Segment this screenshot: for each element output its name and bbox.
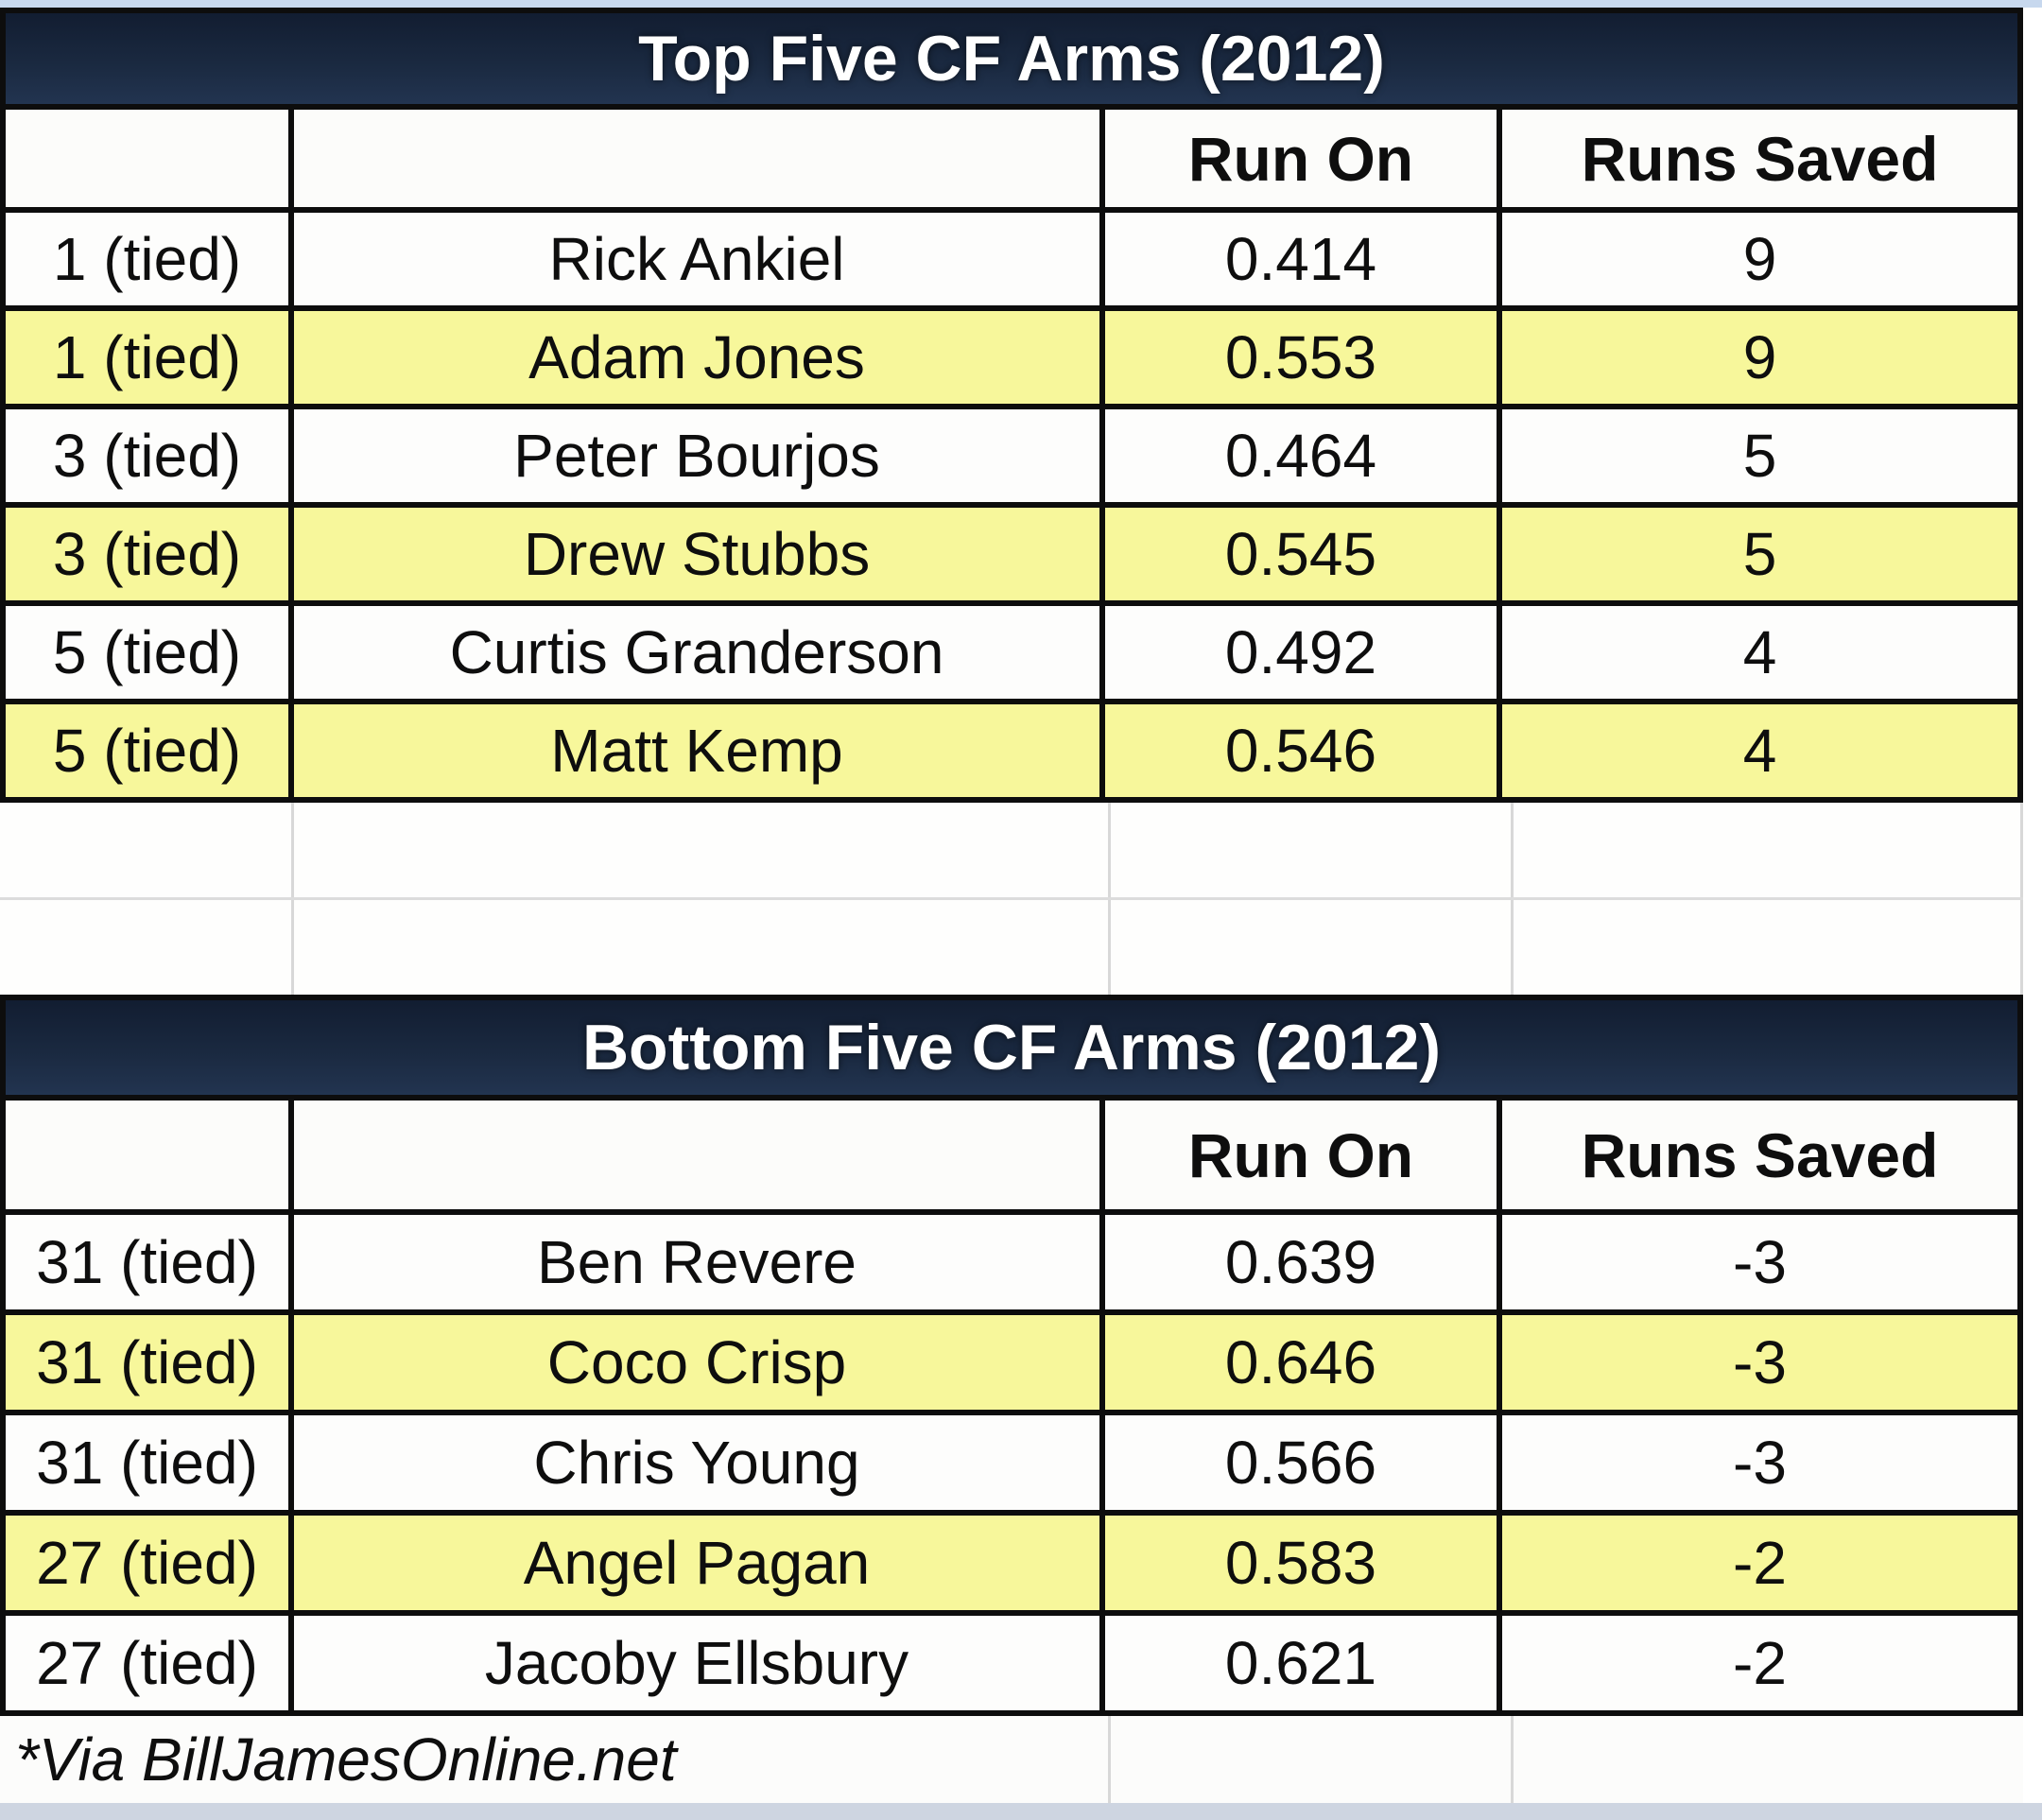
bottom-five-table: Bottom Five CF Arms (2012) Run On Runs S…	[0, 995, 2023, 1716]
source-note: *Via BillJamesOnline.net	[0, 1716, 1111, 1803]
column-header-player	[294, 1101, 1105, 1209]
table-row: 1 (tied) Rick Ankiel 0.414 9	[6, 213, 2017, 311]
run-on-cell: 0.566	[1105, 1415, 1502, 1510]
spacer-cell	[1514, 900, 2023, 995]
tables-sheet: Top Five CF Arms (2012) Run On Runs Save…	[0, 8, 2023, 1803]
spacer-cell	[294, 900, 1111, 995]
run-on-cell: 0.639	[1105, 1215, 1502, 1309]
player-name-cell: Matt Kemp	[294, 704, 1105, 797]
column-header-run-on: Run On	[1105, 110, 1502, 207]
spacer-cell	[1514, 803, 2023, 897]
column-header-rank	[6, 110, 294, 207]
runs-saved-cell: -3	[1733, 1228, 1787, 1296]
run-on-cell: 0.492	[1105, 606, 1502, 699]
column-header-player	[294, 110, 1105, 207]
run-on-cell: 0.464	[1105, 409, 1502, 502]
top-five-table: Top Five CF Arms (2012) Run On Runs Save…	[0, 8, 2023, 803]
top-edge-strip	[0, 0, 2042, 8]
player-name-cell: Angel Pagan	[294, 1516, 1105, 1610]
table-row: 27 (tied) Angel Pagan 0.583 -2	[6, 1516, 2017, 1616]
column-header-rank	[6, 1101, 294, 1209]
rank-cell: 5 (tied)	[6, 606, 294, 699]
table-row: 1 (tied) Adam Jones 0.553 9	[6, 311, 2017, 409]
run-on-cell: 0.583	[1105, 1516, 1502, 1610]
column-header-runs-saved: Runs Saved	[1581, 123, 1939, 194]
spacer-cell	[0, 803, 294, 897]
rank-cell: 31 (tied)	[6, 1315, 294, 1410]
runs-saved-cell: -3	[1733, 1429, 1787, 1497]
runs-saved-cell: 9	[1742, 323, 1777, 391]
table-title-bar: Top Five CF Arms (2012)	[6, 13, 2017, 110]
spacer-row	[0, 900, 2023, 995]
column-header-runs-saved: Runs Saved	[1581, 1119, 1939, 1190]
table-row: 31 (tied) Ben Revere 0.639 -3	[6, 1215, 2017, 1315]
run-on-cell: 0.553	[1105, 311, 1502, 404]
player-name-cell: Curtis Granderson	[294, 606, 1105, 699]
spacer-cell	[0, 900, 294, 995]
table-row: 31 (tied) Coco Crisp 0.646 -3	[6, 1315, 2017, 1415]
player-name-cell: Rick Ankiel	[294, 213, 1105, 305]
table-title: Bottom Five CF Arms (2012)	[581, 1012, 1442, 1083]
player-name-cell: Adam Jones	[294, 311, 1105, 404]
table-body: 1 (tied) Rick Ankiel 0.414 9 1 (tied) Adam Jo…	[6, 213, 2017, 797]
table-header-row: Run On Runs Saved	[6, 1101, 2017, 1215]
player-name-cell: Peter Bourjos	[294, 409, 1105, 502]
runs-saved-cell: -2	[1733, 1629, 1787, 1697]
table-title: Top Five CF Arms (2012)	[638, 23, 1385, 95]
table-row: 5 (tied) Matt Kemp 0.546 4	[6, 704, 2017, 797]
rank-cell: 1 (tied)	[6, 311, 294, 404]
table-header-row: Run On Runs Saved	[6, 110, 2017, 213]
player-name-cell: Drew Stubbs	[294, 508, 1105, 600]
run-on-cell: 0.546	[1105, 704, 1502, 797]
run-on-cell: 0.414	[1105, 213, 1502, 305]
spacer-row	[0, 803, 2023, 900]
table-row: 31 (tied) Chris Young 0.566 -3	[6, 1415, 2017, 1516]
run-on-cell: 0.545	[1105, 508, 1502, 600]
spacer-cell	[294, 803, 1111, 897]
rank-cell: 3 (tied)	[6, 409, 294, 502]
rank-cell: 27 (tied)	[6, 1516, 294, 1610]
run-on-cell: 0.646	[1105, 1315, 1502, 1410]
spacer-cell	[1111, 1716, 1514, 1803]
rank-cell: 5 (tied)	[6, 704, 294, 797]
player-name-cell: Jacoby Ellsbury	[294, 1616, 1105, 1710]
runs-saved-cell: -3	[1733, 1328, 1787, 1396]
run-on-cell: 0.621	[1105, 1616, 1502, 1710]
spacer-cell	[1111, 900, 1514, 995]
runs-saved-cell: -2	[1733, 1529, 1787, 1597]
player-name-cell: Chris Young	[294, 1415, 1105, 1510]
table-row: 27 (tied) Jacoby Ellsbury 0.621 -2	[6, 1616, 2017, 1710]
player-name-cell: Ben Revere	[294, 1215, 1105, 1309]
rank-cell: 1 (tied)	[6, 213, 294, 305]
runs-saved-cell: 5	[1742, 422, 1777, 490]
player-name-cell: Coco Crisp	[294, 1315, 1105, 1410]
table-title-bar: Bottom Five CF Arms (2012)	[6, 1000, 2017, 1101]
runs-saved-cell: 4	[1742, 717, 1777, 785]
table-row: 3 (tied) Drew Stubbs 0.545 5	[6, 508, 2017, 606]
spacer-cell	[1111, 803, 1514, 897]
table-row: 5 (tied) Curtis Granderson 0.492 4	[6, 606, 2017, 704]
table-row: 3 (tied) Peter Bourjos 0.464 5	[6, 409, 2017, 508]
bottom-edge-strip	[0, 1803, 2042, 1820]
rank-cell: 31 (tied)	[6, 1415, 294, 1510]
runs-saved-cell: 9	[1742, 225, 1777, 293]
column-header-run-on: Run On	[1105, 1101, 1502, 1209]
rank-cell: 31 (tied)	[6, 1215, 294, 1309]
runs-saved-cell: 5	[1742, 520, 1777, 588]
table-body: 31 (tied) Ben Revere 0.639 -3 31 (tied) Coco …	[6, 1215, 2017, 1710]
spacer-cell	[1514, 1716, 2023, 1803]
source-note-row: *Via BillJamesOnline.net	[0, 1716, 2023, 1803]
runs-saved-cell: 4	[1742, 618, 1777, 686]
rank-cell: 27 (tied)	[6, 1616, 294, 1710]
spacer-rows	[0, 803, 2023, 995]
rank-cell: 3 (tied)	[6, 508, 294, 600]
